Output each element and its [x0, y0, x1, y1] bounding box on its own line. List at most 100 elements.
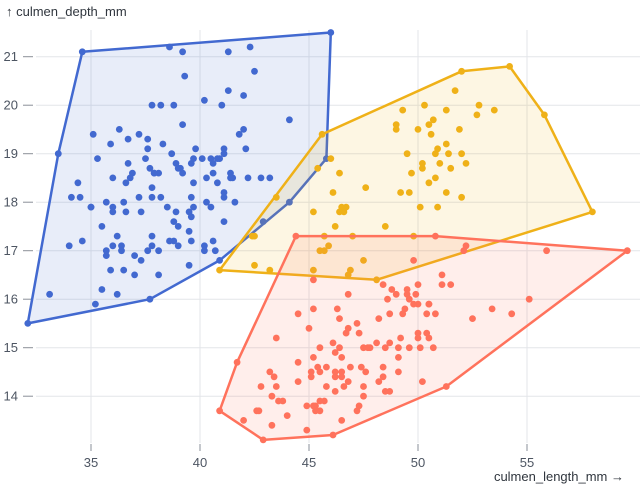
dot-blue-cluster	[179, 48, 187, 56]
dot-red-cluster	[310, 305, 317, 313]
dot-red-cluster	[414, 334, 422, 342]
dot-gold-cluster	[392, 121, 400, 128]
dot-blue-cluster	[109, 242, 117, 250]
dot-red-cluster	[397, 334, 404, 342]
dot-red-cluster	[462, 242, 470, 250]
dot-blue-cluster	[214, 179, 221, 187]
dot-blue-cluster	[148, 232, 156, 240]
dot-blue-cluster	[174, 164, 182, 172]
y-tick-label: 20	[4, 98, 18, 113]
dot-blue-cluster	[74, 179, 82, 187]
dot-red-cluster	[410, 257, 417, 264]
dot-red-cluster	[375, 378, 383, 385]
dot-red-cluster	[416, 344, 424, 352]
dot-red-cluster	[362, 368, 370, 376]
dot-red-cluster	[338, 373, 346, 381]
dot-red-cluster	[375, 315, 383, 322]
dot-red-cluster	[255, 407, 263, 415]
dot-blue-cluster	[166, 43, 173, 51]
dot-red-cluster	[331, 349, 339, 356]
dot-red-cluster	[379, 373, 387, 381]
y-tick-label: 18	[4, 195, 18, 210]
dot-red-cluster	[257, 383, 265, 390]
dot-red-cluster	[294, 310, 302, 318]
dot-gold-cluster	[336, 208, 343, 216]
dot-blue-cluster	[170, 218, 178, 226]
dot-blue-cluster	[240, 125, 248, 133]
dot-blue-cluster	[240, 92, 248, 99]
dot-red-cluster	[432, 310, 439, 318]
dot-gold-cluster	[445, 150, 452, 158]
dot-red-cluster	[392, 290, 400, 298]
dot-red-cluster	[272, 383, 280, 390]
dot-gold-cluster	[458, 150, 465, 158]
dot-blue-cluster	[179, 169, 187, 177]
dot-red-cluster	[360, 344, 367, 352]
x-axis-label: culmen_length_mm →	[493, 469, 624, 484]
dot-gold-cluster	[429, 116, 437, 124]
dot-red-cluster	[336, 344, 343, 352]
dot-gold-cluster	[272, 193, 280, 201]
dot-red-cluster	[266, 368, 274, 376]
dot-red-cluster	[405, 344, 413, 352]
dot-red-cluster	[303, 402, 311, 410]
dot-gold-cluster	[419, 164, 426, 172]
dot-blue-cluster	[155, 247, 163, 255]
dot-blue-cluster	[246, 43, 254, 51]
dot-blue-cluster	[172, 208, 180, 216]
dot-gold-cluster	[490, 106, 498, 114]
dot-blue-cluster	[142, 155, 149, 163]
dot-blue-cluster	[220, 145, 228, 153]
dot-red-cluster	[425, 334, 433, 342]
dot-red-cluster	[438, 281, 446, 288]
dot-blue-cluster	[120, 198, 128, 206]
dot-red-cluster	[381, 344, 389, 352]
dot-red-cluster	[423, 310, 431, 318]
dot-gold-cluster	[425, 121, 433, 128]
dot-red-cluster	[410, 300, 417, 308]
dot-gold-cluster	[414, 125, 422, 133]
y-tick-label: 16	[4, 292, 18, 307]
dot-blue-cluster	[131, 252, 139, 259]
dot-red-cluster	[414, 281, 422, 288]
dot-gold-cluster	[216, 266, 224, 274]
dot-gold-cluster	[456, 125, 463, 133]
dot-blue-cluster	[187, 213, 195, 221]
dot-blue-cluster	[78, 48, 86, 56]
dot-gold-cluster	[373, 276, 380, 284]
y-tick-label: 15	[4, 340, 18, 355]
dot-red-cluster	[388, 286, 396, 293]
dot-red-cluster	[353, 320, 361, 327]
dot-blue-cluster	[148, 101, 156, 109]
dot-red-cluster	[268, 392, 276, 400]
dot-blue-cluster	[231, 198, 239, 206]
dot-red-cluster	[379, 281, 387, 288]
dot-blue-cluster	[148, 184, 156, 192]
dot-blue-cluster	[259, 218, 267, 226]
dot-gold-cluster	[336, 169, 343, 177]
dot-red-cluster	[320, 397, 328, 405]
dot-red-cluster	[508, 310, 516, 318]
dot-gold-cluster	[541, 111, 548, 119]
dot-blue-cluster	[102, 198, 110, 206]
dot-red-cluster	[395, 368, 402, 376]
dot-red-cluster	[303, 426, 311, 434]
dot-red-cluster	[259, 436, 267, 444]
dot-gold-cluster	[421, 101, 428, 109]
dot-blue-cluster	[107, 266, 114, 274]
dot-blue-cluster	[54, 150, 62, 158]
dot-blue-cluster	[118, 242, 125, 250]
dot-blue-cluster	[76, 193, 84, 201]
dot-blue-cluster	[286, 198, 293, 206]
dot-red-cluster	[268, 421, 276, 429]
dot-gold-cluster	[314, 164, 322, 172]
dot-blue-cluster	[211, 247, 219, 255]
dot-blue-cluster	[235, 130, 243, 138]
dot-blue-cluster	[185, 227, 193, 235]
dot-red-cluster	[395, 344, 402, 352]
dot-blue-cluster	[146, 164, 154, 172]
dot-blue-cluster	[102, 247, 110, 255]
dot-blue-cluster	[216, 257, 224, 264]
